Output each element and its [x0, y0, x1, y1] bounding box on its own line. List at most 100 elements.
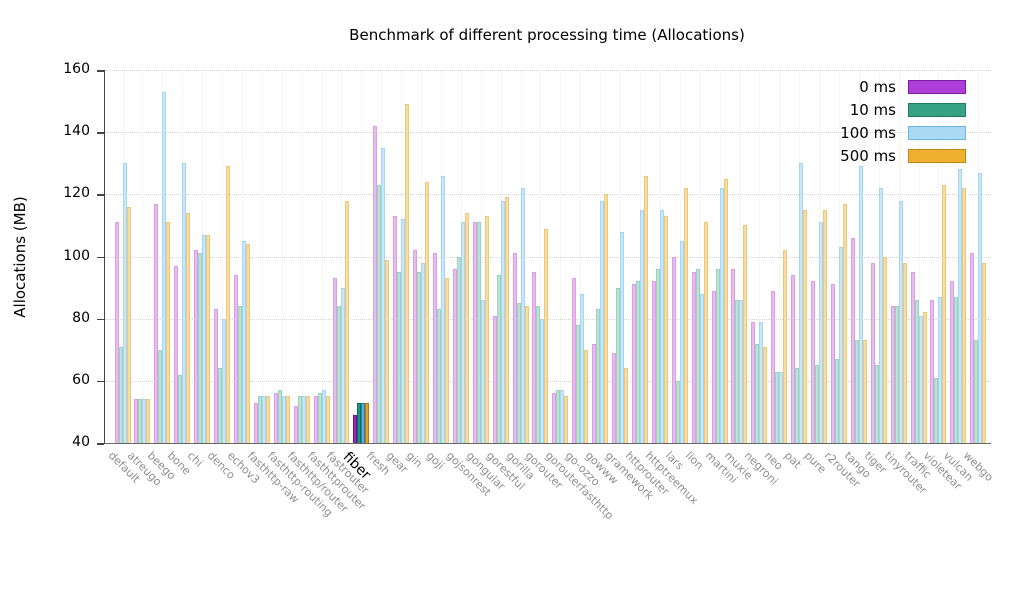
gridline-x — [759, 70, 761, 443]
legend-label: 100 ms — [840, 123, 896, 142]
bar-100ms-lars — [679, 240, 684, 443]
bar-0ms-beego — [154, 203, 159, 443]
bar-500ms-tiger — [882, 256, 887, 443]
legend-row: 10 ms — [840, 98, 966, 121]
bar-500ms-gin — [425, 181, 429, 443]
bar-100ms-r2router — [838, 247, 843, 443]
bar-10ms-bone — [178, 374, 183, 443]
bar-100ms-fresh — [381, 147, 386, 443]
bar-100ms-gojsonrest — [460, 222, 465, 443]
gridline-x — [361, 70, 363, 443]
bar-0ms-fasthttp/router — [293, 405, 298, 443]
bar-10ms-gorouter — [536, 306, 541, 443]
gridline-x — [142, 70, 144, 443]
bar-10ms-fasthttp/router — [297, 396, 302, 443]
bar-0ms-pure — [811, 281, 815, 443]
bar-500ms-lars — [683, 188, 688, 443]
bar-0ms-gojsonrest — [452, 268, 457, 443]
bar-0ms-r2router — [830, 284, 835, 443]
bar-10ms-default — [118, 346, 123, 443]
bar-10ms-vulcan — [954, 296, 959, 443]
bar-0ms-gorilla — [512, 253, 517, 443]
legend-swatch — [908, 148, 966, 163]
bar-0ms-gin — [413, 250, 417, 443]
bar-10ms-tinyrouter — [894, 306, 899, 443]
bar-500ms-default — [126, 206, 131, 443]
legend: 0 ms 10 ms 100 ms 500 ms — [840, 75, 966, 167]
bar-0ms-go-ozzo — [572, 278, 577, 443]
bar-0ms-gorouter — [532, 272, 537, 443]
bar-10ms-atreugo — [138, 399, 143, 443]
bar-100ms-gin — [421, 262, 425, 443]
bar-100ms-fasthttp-routing — [281, 396, 286, 443]
bar-10ms-gowww — [596, 309, 601, 443]
gridline-x — [938, 70, 940, 443]
bar-500ms-vulcan — [962, 188, 967, 443]
bar-500ms-gramework — [624, 368, 628, 443]
bar-500ms-fresh — [385, 259, 390, 443]
legend-row: 0 ms — [840, 75, 966, 98]
legend-swatch — [908, 79, 966, 94]
bar-500ms-webgo — [982, 262, 987, 443]
bar-500ms-fasthttp-routing — [285, 396, 290, 443]
bar-0ms-violetear — [930, 300, 935, 443]
bar-10ms-webgo — [974, 340, 979, 443]
bar-100ms-violetear — [938, 296, 943, 443]
y-tick-mark — [97, 256, 104, 258]
bar-100ms-gorouterfasthttp — [560, 390, 565, 443]
bar-0ms-gorestful — [492, 315, 497, 443]
bar-0ms-pat — [791, 275, 796, 443]
bar-100ms-muxie — [739, 300, 744, 443]
bar-0ms-gorouterfasthttp — [552, 393, 557, 443]
bar-500ms-fasthttprouter — [325, 396, 330, 443]
bar-10ms-pat — [795, 368, 800, 443]
bar-100ms-gorouter — [540, 318, 545, 443]
bar-500ms-go-ozzo — [584, 349, 589, 443]
bar-0ms-lars — [671, 256, 676, 443]
bar-100ms-denco — [222, 318, 226, 443]
bar-10ms-beego — [158, 349, 163, 443]
bar-0ms-lion — [691, 272, 696, 443]
bar-500ms-tinyrouter — [902, 262, 907, 443]
bar-100ms-fastrouter — [341, 287, 346, 443]
bar-100ms-gorestful — [500, 200, 505, 443]
bar-0ms-gongular — [472, 222, 477, 443]
bar-500ms-negroni — [763, 346, 768, 443]
bar-0ms-denco — [214, 309, 218, 443]
bar-10ms-gojsonrest — [456, 256, 461, 443]
bar-500ms-pat — [803, 209, 808, 443]
bar-100ms-fasthttprouter — [321, 390, 326, 443]
y-tick-mark — [97, 194, 104, 196]
y-tick-label: 60 — [72, 371, 90, 388]
bar-100ms-go-ozzo — [580, 293, 585, 443]
bar-100ms-httprouter — [639, 209, 644, 443]
bar-10ms-fasthttp-routing — [277, 390, 282, 443]
bar-100ms-bone — [182, 163, 187, 443]
bar-500ms-neo — [783, 250, 788, 443]
bar-0ms-tinyrouter — [890, 306, 895, 443]
bar-100ms-goji — [440, 175, 445, 443]
bar-500ms-gongular — [484, 216, 489, 443]
bar-10ms-fiber — [357, 402, 362, 443]
bar-10ms-gorouterfasthttp — [556, 390, 561, 443]
y-tick-mark — [97, 318, 104, 321]
y-tick-mark — [97, 70, 104, 72]
bar-100ms-atreugo — [142, 399, 147, 443]
bar-0ms-fresh — [373, 125, 378, 443]
bar-100ms-beego — [162, 91, 167, 443]
bar-500ms-bone — [186, 212, 191, 443]
gridline-x — [540, 70, 542, 443]
bar-100ms-gear — [401, 219, 406, 443]
bar-10ms-violetear — [934, 377, 939, 443]
y-tick-label: 40 — [72, 434, 90, 450]
bar-500ms-violetear — [942, 185, 947, 443]
gridline-x — [699, 70, 701, 443]
bar-10ms-martini — [715, 268, 720, 443]
bar-0ms-vulcan — [950, 281, 955, 443]
bar-10ms-gear — [397, 272, 402, 443]
bar-100ms-fasthttp/router — [301, 396, 306, 443]
bar-10ms-gorestful — [496, 275, 501, 443]
bar-100ms-lion — [699, 293, 704, 443]
bar-10ms-pure — [815, 365, 819, 443]
